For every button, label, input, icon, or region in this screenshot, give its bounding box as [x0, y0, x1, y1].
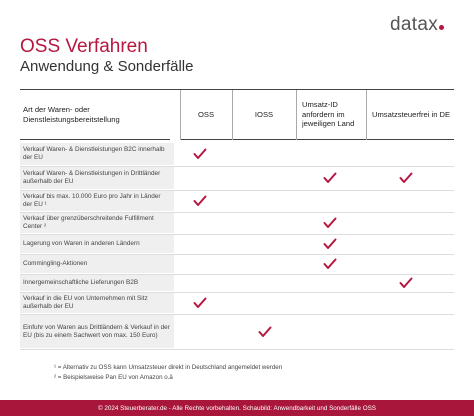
row-divider — [20, 314, 454, 315]
column-separator — [180, 90, 181, 140]
column-separator — [366, 90, 367, 140]
logo-text: datax — [390, 14, 438, 35]
checkmark-stroke — [323, 258, 337, 269]
column-header: Umsatz-ID anfordern im jeweiligen Land — [296, 90, 366, 140]
checkmark-stroke — [323, 172, 337, 183]
row-divider — [20, 166, 454, 167]
footnote: ² = Beispielsweise Pan EU von Amazon o.ä — [54, 374, 173, 381]
row-divider — [20, 212, 454, 213]
title: OSS Verfahren — [20, 36, 148, 57]
checkmark-stroke — [193, 297, 207, 308]
column-header: Umsatzsteuerfrei in DE — [366, 90, 454, 140]
checkmark-stroke — [323, 217, 337, 228]
checkmark-stroke — [193, 148, 207, 159]
checkmark — [193, 297, 207, 308]
row-divider — [20, 274, 454, 275]
row-divider — [20, 349, 454, 350]
logo-dot — [439, 25, 444, 30]
checkmark — [323, 172, 337, 183]
checkmark — [258, 326, 272, 337]
column-separator — [232, 90, 233, 140]
checkmark-stroke — [193, 195, 207, 206]
row-label: Verkauf in die EU von Unternehmen mit Si… — [20, 293, 174, 313]
row-label: Verkauf Waren- & Dienstleistungen B2C in… — [20, 143, 174, 165]
footnote: ¹ = Alternativ zu OSS kann Umsatzsteuer … — [54, 364, 283, 371]
checkmark — [323, 258, 337, 269]
row-label: Einfuhr von Waren aus Drittländern & Ver… — [20, 315, 174, 348]
column-header: Art der Waren- oder Dienstleistungsberei… — [20, 90, 170, 140]
row-label: Verkauf bis max. 10.000 Euro pro Jahr in… — [20, 191, 174, 211]
row-label: Verkauf Waren- & Dienstleistungen in Dri… — [20, 167, 174, 189]
checkmark — [323, 238, 337, 249]
checkmark — [323, 217, 337, 228]
checkmark — [399, 277, 413, 288]
checkmark-stroke — [258, 326, 272, 337]
row-divider — [20, 234, 454, 235]
row-label: Innergemeinschaftliche Lieferungen B2B — [20, 275, 174, 291]
checkmark-stroke — [323, 238, 337, 249]
subtitle: Anwendung & Sonderfälle — [20, 58, 194, 75]
checkmark — [399, 172, 413, 183]
checkmark-stroke — [399, 172, 413, 183]
footer: © 2024 Steuerberater.de - Alle Rechte vo… — [0, 400, 474, 416]
row-label: Verkauf über grenzüberschreitende Fulfil… — [20, 213, 174, 233]
checkmark-stroke — [399, 277, 413, 288]
table: Art der Waren- oder Dienstleistungsberei… — [20, 89, 454, 350]
checkmark — [193, 195, 207, 206]
row-divider — [20, 292, 454, 293]
row-divider — [20, 254, 454, 255]
row-label: Lagerung von Waren in anderen Ländern — [20, 235, 174, 253]
row-divider — [20, 190, 454, 191]
row-label: Commingling-Aktionen — [20, 255, 174, 273]
column-header: IOSS — [232, 90, 296, 140]
column-separator — [296, 90, 297, 140]
checkmark — [193, 148, 207, 159]
column-header: OSS — [180, 90, 232, 140]
logo: datax — [390, 14, 444, 36]
